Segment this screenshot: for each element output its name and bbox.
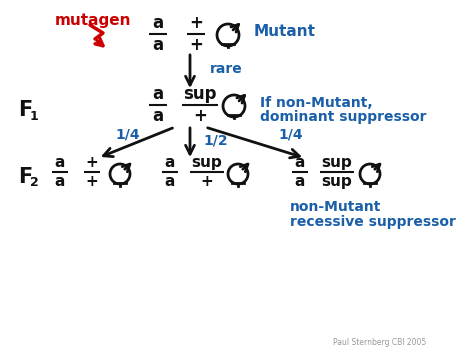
Text: a: a <box>295 155 305 170</box>
Text: a: a <box>153 85 164 103</box>
Text: a: a <box>165 155 175 170</box>
Text: +: + <box>189 36 203 54</box>
Text: a: a <box>295 174 305 189</box>
Text: a: a <box>55 155 65 170</box>
Text: a: a <box>55 174 65 189</box>
Text: dominant suppressor: dominant suppressor <box>260 110 427 124</box>
Text: 1: 1 <box>30 109 39 122</box>
Text: 1/4: 1/4 <box>115 128 140 142</box>
Text: sup: sup <box>191 155 222 170</box>
Text: sup: sup <box>322 174 352 189</box>
Text: a: a <box>153 107 164 125</box>
Text: a: a <box>153 36 164 54</box>
Text: sup: sup <box>322 155 352 170</box>
Text: sup: sup <box>183 85 217 103</box>
Text: recessive suppressor: recessive suppressor <box>290 215 456 229</box>
Text: a: a <box>165 174 175 189</box>
Text: +: + <box>86 155 99 170</box>
Text: +: + <box>193 107 207 125</box>
Text: +: + <box>86 174 99 189</box>
Text: rare: rare <box>210 62 243 76</box>
Text: +: + <box>189 14 203 32</box>
Text: 2: 2 <box>30 176 39 190</box>
Text: mutagen: mutagen <box>55 13 131 28</box>
Text: 1/2: 1/2 <box>203 133 228 147</box>
Text: F: F <box>18 167 32 187</box>
Text: +: + <box>201 174 213 189</box>
Text: If non-Mutant,: If non-Mutant, <box>260 96 373 110</box>
Text: F: F <box>18 100 32 120</box>
Text: Mutant: Mutant <box>254 24 316 39</box>
Text: 1/4: 1/4 <box>278 128 302 142</box>
Text: Paul Sternberg CBI 2005: Paul Sternberg CBI 2005 <box>333 338 427 347</box>
Text: non-Mutant: non-Mutant <box>290 200 382 214</box>
Text: a: a <box>153 14 164 32</box>
